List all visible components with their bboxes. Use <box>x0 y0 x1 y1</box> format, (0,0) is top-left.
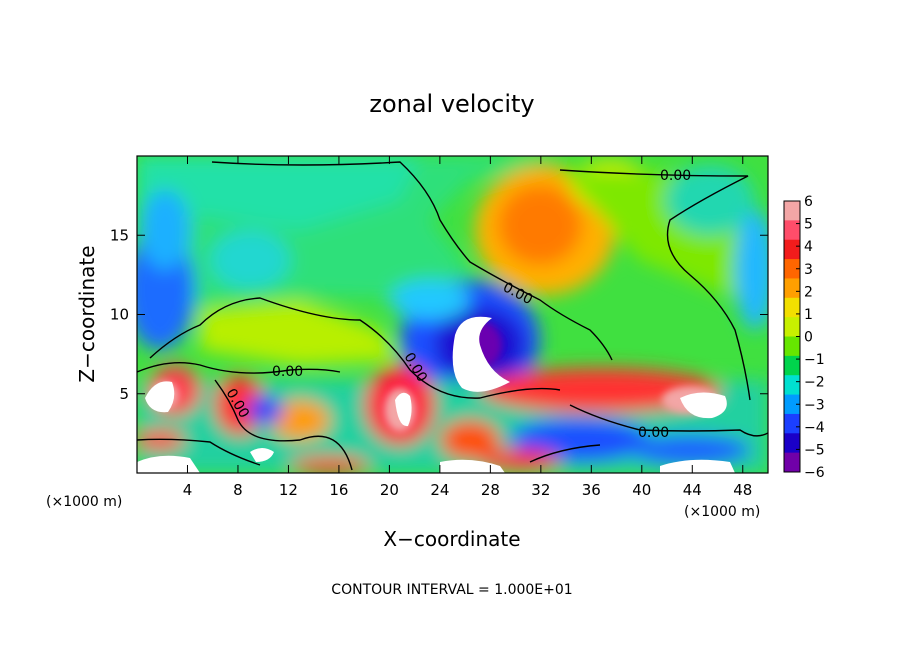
white-region <box>395 392 412 427</box>
x-tick-label: 48 <box>733 481 752 499</box>
x-tick-label: 40 <box>632 481 651 499</box>
white-region <box>145 381 175 413</box>
velocity-field <box>137 156 768 473</box>
x-tick-label: 32 <box>531 481 550 499</box>
colorbar-tick-label: 6 <box>804 194 813 210</box>
x-tick-label: 12 <box>279 481 298 499</box>
colorbar-swatch <box>784 297 800 318</box>
x-unit-label-right: (×1000 m) <box>684 504 760 520</box>
colorbar-swatch <box>784 201 800 221</box>
zero-contours <box>137 161 768 471</box>
colorbar-swatch <box>784 220 800 241</box>
colorbar-tick-label: −1 <box>804 352 825 368</box>
x-tick-label: 44 <box>683 481 702 499</box>
colorbar-swatch <box>784 317 800 337</box>
colorbar-tick-label: 0 <box>804 330 813 346</box>
x-tick-label: 36 <box>582 481 601 499</box>
plot-area: 0.00 0.00 0.00 0.00 0.00 0.00 <box>137 156 768 473</box>
x-tick-label: 20 <box>380 481 399 499</box>
colorbar-swatch <box>784 375 800 396</box>
colorbar: 6 5 4 3 2 1 0 −1 −2 −3 −4 −5 −6 <box>783 194 825 481</box>
colorbar-tick-label: 5 <box>804 217 813 233</box>
colorbar-tick-label: 4 <box>804 239 813 255</box>
colorbar-swatch <box>784 278 800 299</box>
colorbar-swatch <box>784 336 800 357</box>
white-region <box>680 392 727 419</box>
x-axis-label: X−coordinate <box>383 527 520 551</box>
y-tick-label: 10 <box>110 306 129 324</box>
colorbar-swatch <box>784 259 800 279</box>
colorbar-tick-label: 2 <box>804 284 813 300</box>
colorbar-swatch <box>784 452 800 473</box>
chart-title: zonal velocity <box>369 90 534 118</box>
white-region <box>137 455 200 473</box>
colorbar-tick-label: −6 <box>804 465 825 481</box>
colorbar-swatch <box>784 394 800 415</box>
colorbar-tick-label: 1 <box>804 307 813 323</box>
x-tick-label: 28 <box>481 481 500 499</box>
y-tick-label: 15 <box>110 226 129 244</box>
white-region <box>250 448 274 462</box>
contour-label: 0.00 <box>638 425 669 441</box>
x-tick-label: 8 <box>233 481 243 499</box>
colorbar-swatch <box>784 239 800 260</box>
colorbar-tick-label: −3 <box>804 397 825 413</box>
colorbar-swatch <box>784 433 800 454</box>
colorbar-tick-label: −2 <box>804 375 825 391</box>
x-tick-label: 24 <box>430 481 449 499</box>
x-tick-label: 4 <box>183 481 193 499</box>
colorbar-tick-label: 3 <box>804 262 813 278</box>
contour-label: 0.00 <box>272 364 303 380</box>
colorbar-tick-label: −4 <box>804 420 825 436</box>
x-unit-label-left: (×1000 m) <box>46 494 122 510</box>
contour-label: 0.00 <box>660 168 691 184</box>
white-region <box>440 459 505 473</box>
colorbar-tick-label: −5 <box>804 442 825 458</box>
white-region <box>452 316 510 392</box>
y-axis-label: Z−coordinate <box>75 245 99 382</box>
colorbar-swatch <box>784 413 800 434</box>
y-axis: 5 10 15 <box>110 226 768 403</box>
colorbar-swatch <box>784 355 800 376</box>
x-axis: 4 8 12 16 20 24 28 32 36 40 44 48 <box>183 156 752 499</box>
contour-interval-note: CONTOUR INTERVAL = 1.000E+01 <box>331 582 572 598</box>
white-region <box>660 459 735 473</box>
y-tick-label: 5 <box>119 385 129 403</box>
x-tick-label: 16 <box>329 481 348 499</box>
